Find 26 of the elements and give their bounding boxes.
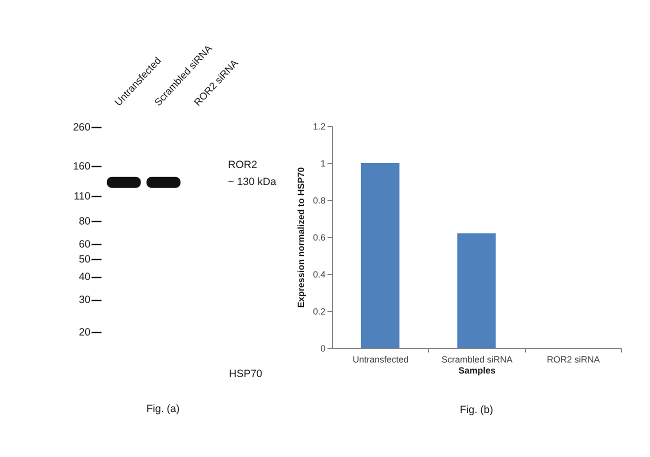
x-tick-label: Untransfected [352, 354, 409, 364]
y-tick-label: 60 [78, 238, 91, 251]
y-tick-label: 1.2 [312, 122, 326, 132]
text: HSP70 [229, 368, 262, 380]
text: Fig. (a) [146, 403, 180, 415]
y-tick-label: 40 [78, 271, 91, 284]
y-tick-label: 20 [78, 326, 91, 338]
y-tick-label: 260 [72, 122, 91, 134]
y-tick-label: 0 [320, 344, 326, 354]
y-tick-label: 0.2 [312, 306, 326, 316]
y-tick-label: 50 [78, 253, 91, 266]
text: Fig. (b) [460, 404, 494, 416]
y-tick-label: 80 [78, 216, 91, 228]
y-tick-label: 0.8 [312, 196, 326, 206]
x-axis-title: Samples [458, 366, 496, 376]
y-tick-label: 1 [320, 158, 326, 168]
y-axis-title: Expression normalized to HSP70 [296, 167, 306, 308]
y-tick-label: 30 [78, 294, 91, 306]
annotation: ~ 130 kDa [228, 176, 276, 188]
y-tick-label: 160 [72, 160, 91, 172]
x-tick-label: Scrambled siRNA [441, 354, 513, 364]
y-tick-label: 0.4 [312, 270, 326, 280]
y-tick-label: 110 [74, 190, 91, 202]
x-tick-label: ROR2 siRNA [546, 354, 600, 364]
y-tick-label: 0.6 [312, 232, 326, 242]
annotation: ROR2 [228, 159, 258, 171]
